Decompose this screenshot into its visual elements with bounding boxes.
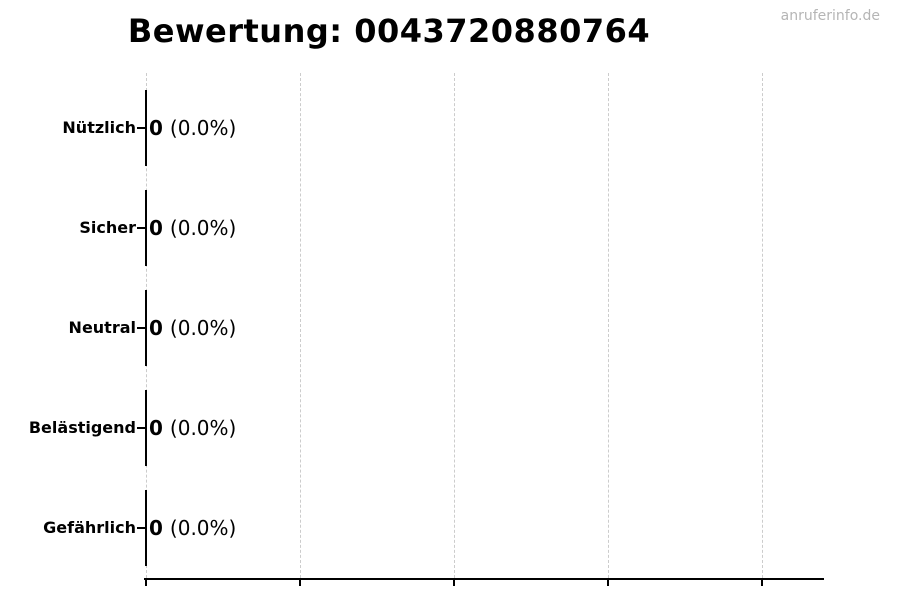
chart-title: Bewertung: 0043720880764: [127, 12, 651, 50]
value-count: 0: [149, 315, 163, 340]
gridline: [608, 73, 609, 578]
value-count: 0: [149, 215, 163, 240]
value-label: 0 (0.0%): [149, 415, 236, 441]
gridline: [454, 73, 455, 578]
value-percent: (0.0%): [169, 515, 237, 540]
value-label: 0 (0.0%): [149, 115, 236, 141]
value-label: 0 (0.0%): [149, 515, 236, 541]
gridline: [300, 73, 301, 578]
value-count: 0: [149, 115, 163, 140]
value-label: 0 (0.0%): [149, 315, 236, 341]
watermark: anruferinfo.de: [780, 8, 880, 24]
value-count: 0: [149, 415, 163, 440]
bar-0: [145, 89, 147, 166]
category-label: Nützlich: [62, 117, 136, 137]
gridline: [762, 73, 763, 578]
x-axis-line: [144, 578, 824, 580]
value-percent: (0.0%): [169, 315, 237, 340]
bar-4: [145, 489, 147, 566]
value-label: 0 (0.0%): [149, 215, 236, 241]
x-axis-tick: [607, 580, 609, 586]
value-percent: (0.0%): [169, 115, 237, 140]
value-percent: (0.0%): [169, 215, 237, 240]
x-axis-tick: [299, 580, 301, 586]
x-axis-tick: [761, 580, 763, 586]
value-percent: (0.0%): [169, 415, 237, 440]
bar-2: [145, 289, 147, 366]
category-label: Sicher: [79, 217, 136, 237]
plot-area: [146, 73, 824, 578]
y-axis-tick: [137, 326, 146, 329]
category-label: Belästigend: [28, 417, 136, 437]
y-axis-tick: [137, 526, 146, 529]
category-label: Neutral: [68, 317, 136, 337]
y-axis-tick: [137, 226, 146, 229]
value-count: 0: [149, 515, 163, 540]
bar-1: [145, 189, 147, 266]
x-axis-tick: [145, 580, 147, 586]
category-label: Gefährlich: [43, 517, 136, 537]
bar-3: [145, 389, 147, 466]
y-axis-tick: [137, 426, 146, 429]
y-axis-tick: [137, 126, 146, 129]
x-axis-tick: [453, 580, 455, 586]
